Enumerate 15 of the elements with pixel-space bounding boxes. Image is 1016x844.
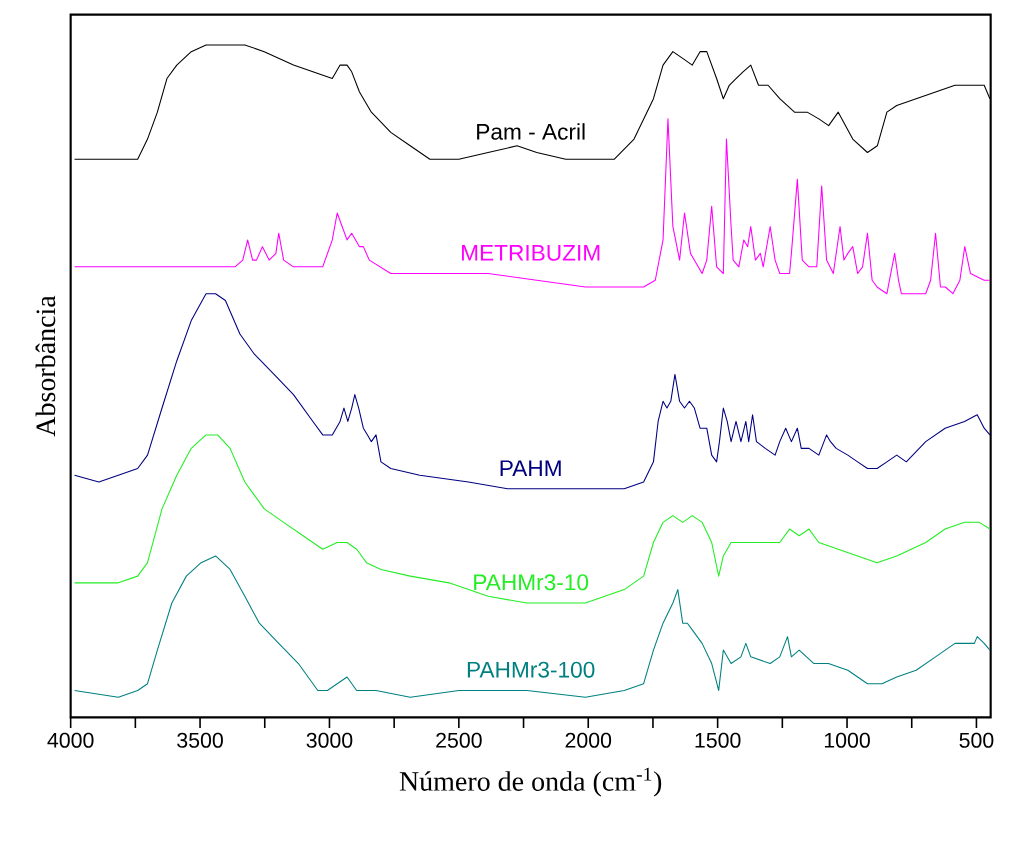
x-tick-label: 1500	[695, 732, 741, 748]
x-tick-label: 2000	[565, 732, 612, 748]
series-label: PAHM	[500, 460, 561, 476]
x-axis-title: Número de onda (cm$^{-1}$)	[399, 767, 662, 797]
y-axis-title: Absorbância	[35, 295, 56, 437]
series-label: Pam - Acril	[477, 123, 585, 140]
x-tick-label: 1000	[824, 732, 870, 748]
x-tick-label: 500	[959, 732, 994, 748]
series-label: PAHMr3-10	[474, 574, 589, 591]
series-label: PAHMr3-100	[467, 661, 595, 678]
series-label: METRIBUZIM	[462, 245, 600, 261]
x-tick-label: 4000	[47, 732, 94, 748]
x-tick-label: 3000	[306, 732, 353, 748]
x-tick-label: 2500	[436, 732, 482, 748]
x-tick-label: 3500	[177, 732, 223, 748]
